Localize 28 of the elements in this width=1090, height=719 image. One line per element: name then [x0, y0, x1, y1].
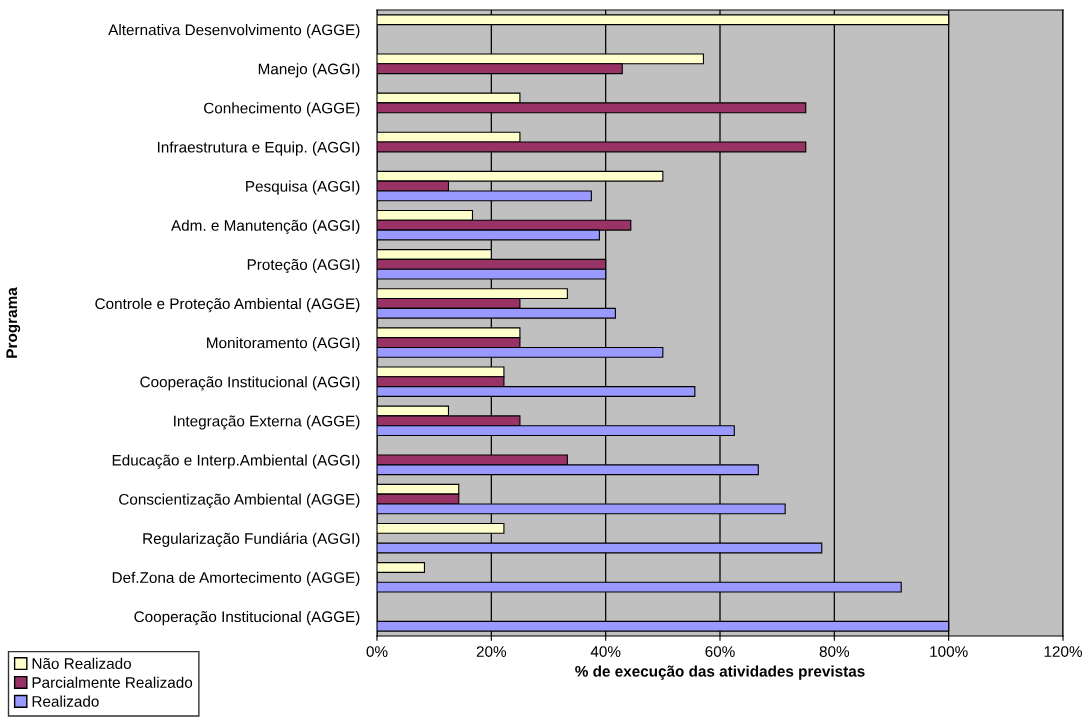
y-tick-label: Regularização Fundiária (AGGI) — [143, 532, 360, 548]
y-tick-label: Cooperação Institucional (AGGE) — [134, 610, 360, 626]
x-tick-label: 120% — [1044, 646, 1082, 657]
y-tick-label: Controle e Proteção Ambiental (AGGE) — [95, 297, 360, 313]
legend-label: Realizado — [32, 695, 99, 707]
x-axis-title: % de execução das atividades previstas — [575, 665, 865, 680]
y-tick-label: Def.Zona de Amortecimento (AGGE) — [112, 571, 360, 587]
y-tick-label: Alternativa Desenvolvimento (AGGE) — [108, 24, 360, 39]
y-tick-label: Cooperação Institucional (AGGI) — [140, 376, 360, 391]
x-tick-label: 60% — [705, 646, 735, 657]
x-tick-label: 40% — [590, 646, 621, 657]
y-tick-label: Conscientização Ambiental (AGGE) — [119, 493, 360, 508]
x-tick-label: 80% — [819, 646, 850, 657]
y-tick-label: Monitoramento (AGGI) — [207, 337, 360, 352]
y-tick-label: Conhecimento (AGGE) — [204, 102, 360, 117]
y-tick-label: Proteção (AGGI) — [247, 258, 360, 274]
y-tick-label: Educação e Interp.Ambiental (AGGI) — [112, 454, 360, 469]
y-tick-label: Adm. e Manutenção (AGGI) — [171, 219, 360, 234]
y-axis-title: Programa — [6, 287, 21, 358]
y-tick-label: Infraestrutura e Equip. (AGGI) — [157, 141, 360, 156]
x-tick-label: 100% — [930, 646, 968, 657]
y-tick-label: Manejo (AGGI) — [258, 63, 360, 78]
x-tick-label: 0% — [366, 646, 388, 657]
x-tick-label: 20% — [476, 646, 507, 657]
legend-label: Não Realizado — [32, 657, 131, 669]
y-tick-label: Integração Externa (AGGE) — [174, 415, 360, 430]
legend-label: Parcialmente Realizado — [32, 676, 193, 688]
y-tick-label: Pesquisa (AGGI) — [246, 180, 360, 195]
